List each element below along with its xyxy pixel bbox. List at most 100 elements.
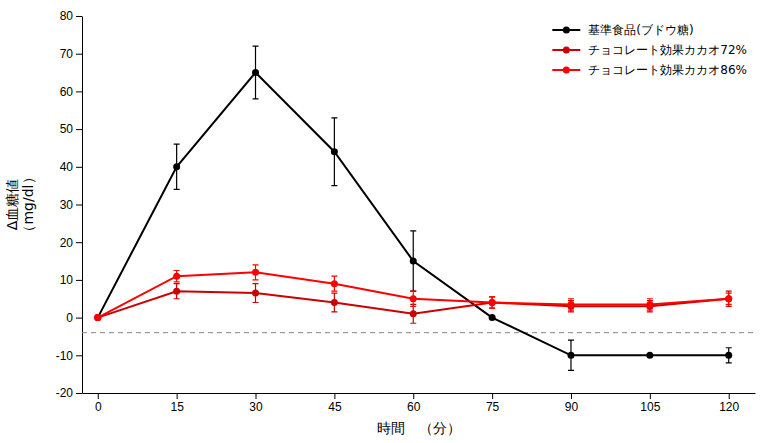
point (173, 288, 180, 295)
legend-label: チョコレート効果カカオ86% (588, 63, 747, 77)
point (489, 299, 496, 306)
tick: 45 (328, 393, 342, 414)
point (410, 258, 417, 265)
y-axis: -20 -10 0 10 20 30 40 50 60 70 80 (56, 9, 83, 400)
error-bar (331, 293, 337, 312)
tick: 80 (60, 9, 82, 23)
tick-label: 10 (60, 273, 74, 287)
tick-label: 90 (565, 400, 579, 414)
point (331, 280, 338, 287)
legend-label: チョコレート効果カカオ72% (588, 43, 747, 57)
error-bar (253, 265, 259, 280)
tick-mark (76, 205, 82, 206)
tick: 30 (60, 198, 82, 212)
legend-marker (563, 47, 570, 54)
error-bar (568, 299, 574, 310)
tick-mark (256, 393, 257, 399)
tick-label: 70 (60, 47, 74, 61)
error-bar (489, 297, 495, 308)
y-axis-title-line: （mg/dl） (20, 170, 36, 238)
tick-mark (76, 54, 82, 55)
point (567, 352, 574, 359)
tick-mark (729, 393, 730, 399)
tick-label: 30 (60, 198, 74, 212)
tick-label: 0 (95, 400, 102, 414)
tick-mark (650, 393, 651, 399)
tick-mark (413, 393, 414, 399)
point (567, 301, 574, 308)
tick-mark (76, 91, 82, 92)
y-axis-title: Δ血糖値（mg/dl） (4, 170, 37, 238)
error-bar (568, 340, 574, 370)
series (94, 265, 732, 321)
error-bar (410, 231, 416, 291)
legend: 基準食品(ブドウ糖) チョコレート効果カカオ72% チョコレート効果カカオ86% (552, 23, 747, 77)
tick: 40 (60, 160, 82, 174)
tick-mark (98, 393, 99, 399)
point (410, 310, 417, 317)
legend-marker (563, 67, 570, 74)
error-bar (410, 304, 416, 323)
tick-label: -10 (56, 349, 74, 363)
tick: 70 (60, 47, 82, 61)
error-bar (174, 144, 180, 189)
error-bar (726, 291, 732, 306)
reference-line (82, 332, 755, 333)
point (489, 314, 496, 321)
plot-area: 0 15 30 45 60 75 90 105 120 -20 -10 0 10 20 30 40 50 60 70… (4, 9, 756, 436)
error-bar (253, 284, 259, 303)
tick: 60 (60, 85, 82, 99)
tick-label: 40 (60, 160, 74, 174)
tick-mark (76, 280, 82, 281)
error-bar (174, 270, 180, 281)
point (725, 352, 732, 359)
tick-mark (76, 167, 82, 168)
error-bar (410, 291, 416, 306)
error-bar (726, 348, 732, 363)
point (252, 290, 259, 297)
tick-mark (334, 393, 335, 399)
tick-label: 0 (66, 311, 73, 325)
series-line (98, 73, 729, 356)
tick-label: 50 (60, 122, 74, 136)
legend-item: チョコレート効果カカオ72% (552, 43, 747, 57)
tick: 120 (719, 393, 739, 414)
point (94, 314, 101, 321)
tick: 30 (249, 393, 263, 414)
tick: 60 (407, 393, 421, 414)
error-bar (253, 46, 259, 99)
tick-label: 105 (640, 400, 660, 414)
tick-mark (76, 16, 82, 17)
legend-item: 基準食品(ブドウ糖) (552, 23, 693, 37)
tick-mark (76, 242, 82, 243)
legend-marker (563, 27, 570, 34)
point (173, 273, 180, 280)
point (173, 163, 180, 170)
point (331, 148, 338, 155)
point (646, 301, 653, 308)
error-bar (489, 297, 495, 308)
point (725, 295, 732, 302)
tick-mark (76, 355, 82, 356)
legend-label: 基準食品(ブドウ糖) (588, 23, 693, 37)
point (252, 269, 259, 276)
legend-item: チョコレート効果カカオ86% (552, 63, 747, 77)
tick-label: 75 (486, 400, 500, 414)
tick: 20 (60, 236, 82, 250)
point (331, 299, 338, 306)
series (94, 46, 732, 370)
tick-label: 60 (60, 85, 74, 99)
tick-label: 15 (170, 400, 184, 414)
tick: -20 (56, 386, 82, 400)
tick-mark (76, 393, 82, 394)
tick: 75 (486, 393, 500, 414)
series-line (98, 272, 729, 317)
axis-domain (83, 393, 756, 394)
x-axis: 0 15 30 45 60 75 90 105 120 (83, 393, 756, 414)
tick-mark (177, 393, 178, 399)
tick-mark (492, 393, 493, 399)
tick: 50 (60, 122, 82, 136)
tick-label: 20 (60, 236, 74, 250)
point (646, 352, 653, 359)
point (489, 299, 496, 306)
